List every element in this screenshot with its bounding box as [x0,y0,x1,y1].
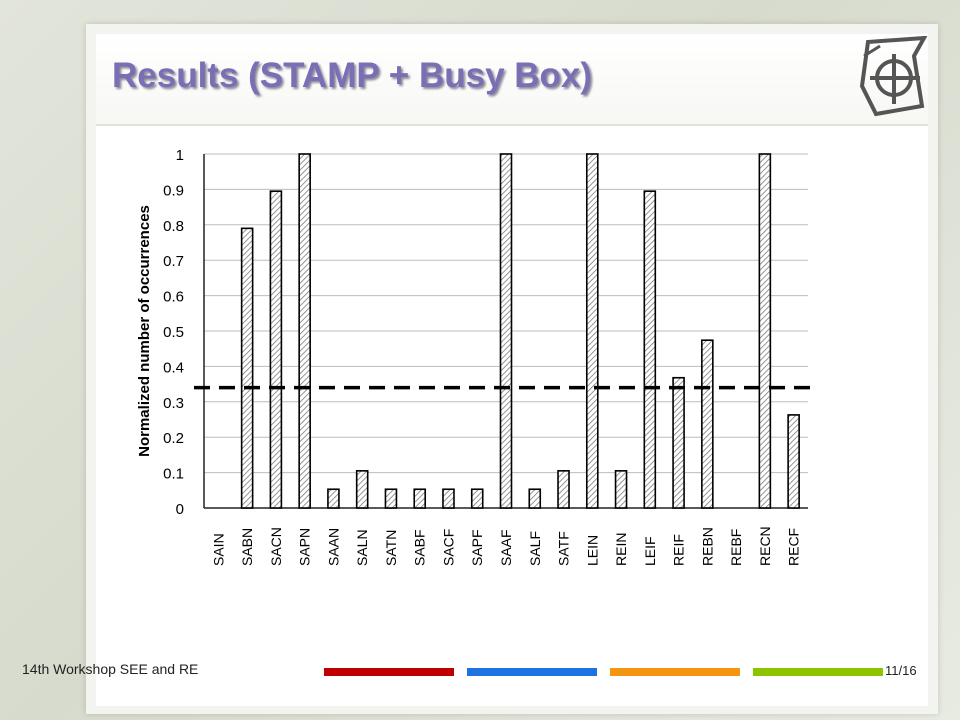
bar-rebn [701,339,714,509]
y-tick-label: 0.6 [163,289,184,306]
slide-title: Results (STAMP + Busy Box) [112,56,593,95]
y-tick-label: 0.8 [163,218,184,235]
y-tick-label: 0.3 [163,395,184,412]
bar-lein [585,153,599,509]
category-label: SAPN [297,528,313,566]
footer-text: 14th Workshop SEE and RE [22,661,199,677]
category-label: SALN [354,529,370,566]
category-label: SABN [239,528,255,566]
category-label: SAAF [498,529,514,566]
category-label: REIF [671,534,687,566]
footer-bar-orange [610,668,740,676]
bar-saln [355,470,369,509]
category-label: SABF [412,529,428,566]
y-tick-label: 1 [176,147,184,164]
footer-bar-red [324,668,454,676]
footer-bar-green [753,668,883,676]
y-axis-label: Normalized number of occurrences [136,205,153,457]
bar-sabn [240,227,254,509]
bar-sapn [298,153,311,509]
bar-satf [557,470,570,509]
bar-leif [643,190,657,509]
bar-sacf [442,488,455,509]
y-tick-label: 0.9 [163,182,184,199]
slide-number: 11/16 [885,663,917,678]
category-label: SAIN [210,533,226,566]
category-label: LEIF [642,536,658,566]
category-label: REBF [728,529,744,566]
bar-reif [672,376,685,509]
bar-rein [614,470,628,509]
category-label: SAAN [325,528,341,566]
category-label: SACF [440,529,456,566]
category-label: SATN [383,530,399,566]
bar-saan [327,488,340,509]
y-tick-label: 0.5 [163,324,184,341]
category-label: LEIN [584,535,600,566]
bar-sapf [470,488,484,509]
bar-saaf [499,153,513,509]
category-label: SALF [527,531,543,566]
category-label: REIN [613,533,629,566]
footer-bar-blue [467,668,597,676]
title-bar: Results (STAMP + Busy Box) [96,34,928,126]
y-tick-label: 0.2 [163,430,184,447]
bar-satn [384,488,398,509]
category-label: SATF [556,531,572,566]
bar-recf [787,414,800,509]
category-label: RECF [786,528,802,566]
bar-sabf [413,488,427,509]
y-tick-label: 0 [176,501,184,518]
bar-recn [758,153,772,509]
category-label: SAPF [469,529,485,566]
category-label: REBN [699,527,715,566]
category-label: RECN [757,526,773,566]
bar-salf [528,488,542,509]
category-label: SACN [268,527,284,566]
y-tick-label: 0.4 [163,359,184,376]
institution-logo-icon [859,36,928,117]
y-tick-label: 0.7 [163,253,184,270]
bar-sacn [269,190,283,509]
y-tick-label: 0.1 [163,466,184,483]
